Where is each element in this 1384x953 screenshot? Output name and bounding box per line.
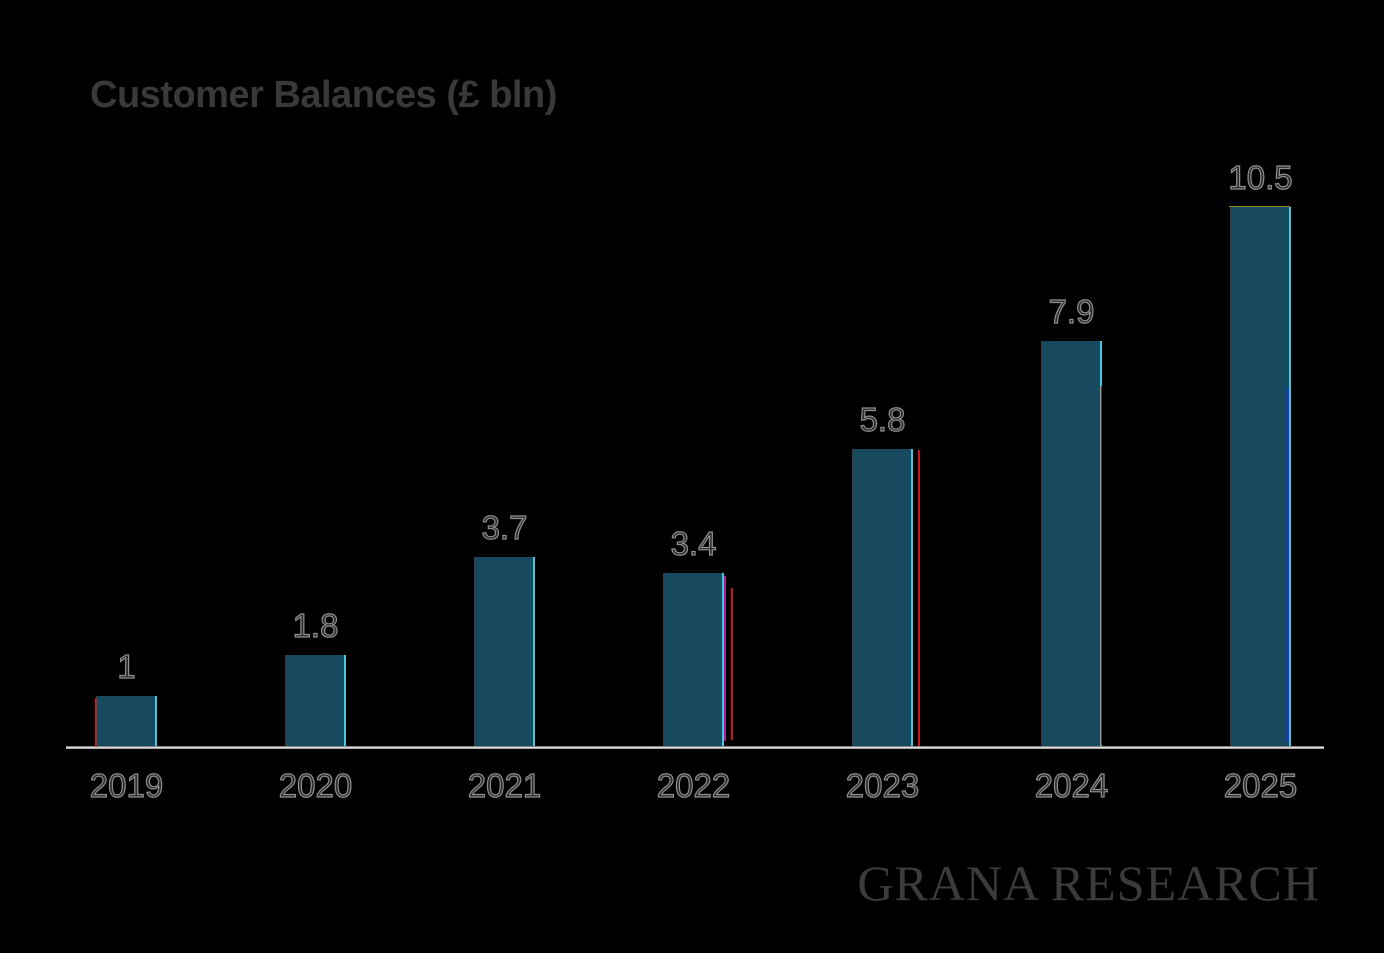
bar-2023 bbox=[852, 449, 913, 748]
bar-value-label: 3.7 bbox=[481, 509, 528, 547]
bar-group-2021: 3.7 bbox=[410, 0, 599, 748]
x-axis-tick-label: 2020 bbox=[278, 767, 353, 804]
bar-2019 bbox=[96, 696, 157, 748]
watermark-grana-research: GRANA RESEARCH bbox=[857, 855, 1320, 911]
x-axis-tick-label: 2022 bbox=[656, 767, 731, 804]
bar-group-2019: 1 bbox=[32, 0, 221, 748]
chroma-artifact-line bbox=[918, 450, 920, 746]
x-axis-tick-label: 2025 bbox=[1223, 767, 1298, 804]
x-axis-tick-label: 2024 bbox=[1034, 767, 1109, 804]
x-axis-tick-label: 2019 bbox=[89, 767, 164, 804]
chroma-artifact-line bbox=[724, 576, 726, 741]
bar-2025 bbox=[1230, 207, 1291, 748]
x-axis-line bbox=[66, 746, 1324, 749]
bar-value-label: 7.9 bbox=[1048, 293, 1095, 331]
bar-group-2020: 1.8 bbox=[221, 0, 410, 748]
bar-2022 bbox=[663, 573, 724, 748]
bar-value-label: 10.5 bbox=[1228, 159, 1293, 197]
x-axis-tick-label: 2021 bbox=[467, 767, 542, 804]
bar-group-2023: 5.8 bbox=[788, 0, 977, 748]
chart-title: Customer Balances (£ bln) bbox=[90, 74, 557, 116]
x-axis-tick-label: 2023 bbox=[845, 767, 920, 804]
bar-value-label: 1.8 bbox=[292, 607, 339, 645]
bar-value-label: 3.4 bbox=[670, 525, 717, 563]
chroma-artifact-line bbox=[95, 698, 97, 747]
chroma-artifact-line bbox=[1100, 386, 1101, 745]
chroma-artifact-line bbox=[1287, 388, 1289, 742]
bar-value-label: 5.8 bbox=[859, 401, 906, 439]
bar-chart-plot-area: 1 1.8 3.7 3.4 5.8 7.9 10.5 bbox=[32, 0, 1355, 748]
bar-group-2022: 3.4 bbox=[599, 0, 788, 748]
bar-2024 bbox=[1041, 341, 1102, 748]
bar-group-2024: 7.9 bbox=[977, 0, 1166, 748]
chroma-artifact-line bbox=[1229, 206, 1290, 207]
chroma-artifact-line bbox=[731, 588, 733, 740]
bar-value-label: 1 bbox=[117, 648, 137, 686]
bar-2021 bbox=[474, 557, 535, 748]
chroma-artifact-line bbox=[1101, 386, 1102, 745]
bar-2020 bbox=[285, 655, 346, 748]
bar-group-2025: 10.5 bbox=[1166, 0, 1355, 748]
